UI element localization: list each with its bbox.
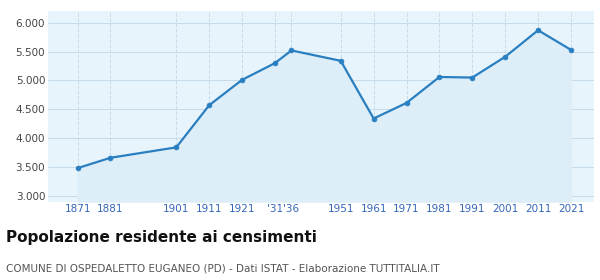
- Text: Popolazione residente ai censimenti: Popolazione residente ai censimenti: [6, 230, 317, 245]
- Text: COMUNE DI OSPEDALETTO EUGANEO (PD) - Dati ISTAT - Elaborazione TUTTITALIA.IT: COMUNE DI OSPEDALETTO EUGANEO (PD) - Dat…: [6, 263, 440, 273]
